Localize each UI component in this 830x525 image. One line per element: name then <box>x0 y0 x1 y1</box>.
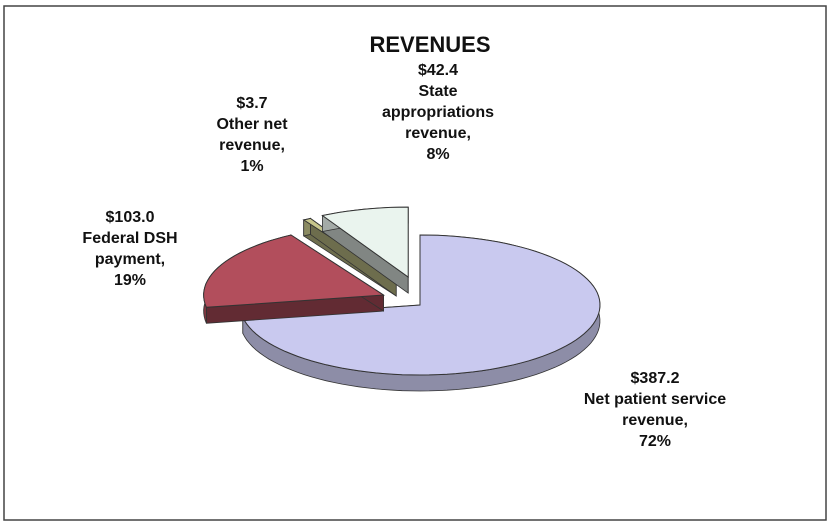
value-label: $42.4 <box>417 62 459 79</box>
percent-label: 19% <box>113 272 147 289</box>
percent-label: 8% <box>426 146 450 163</box>
slice <box>203 234 386 308</box>
category-label: Net patient service revenue, <box>583 391 727 429</box>
slice <box>241 234 601 376</box>
category-label: Federal DSH payment, <box>82 230 178 268</box>
data-label: $42.4 State appropriations revenue, 8% <box>373 60 503 165</box>
data-label: $387.2 Net patient service revenue, 72% <box>580 368 730 452</box>
chart-frame <box>3 5 827 521</box>
value-label: $103.0 <box>105 209 155 226</box>
value-label: $3.7 <box>236 95 268 112</box>
slice <box>321 206 409 279</box>
category-label: State appropriations revenue, <box>381 83 494 142</box>
data-label: $103.0 Federal DSH payment, 19% <box>75 207 185 291</box>
data-label: $3.7 Other net revenue, 1% <box>202 93 302 177</box>
percent-label: 1% <box>240 158 264 175</box>
chart-title: REVENUES <box>369 32 491 57</box>
percent-label: 72% <box>638 433 672 450</box>
value-label: $387.2 <box>630 370 680 387</box>
category-label: Other net revenue, <box>216 116 288 154</box>
